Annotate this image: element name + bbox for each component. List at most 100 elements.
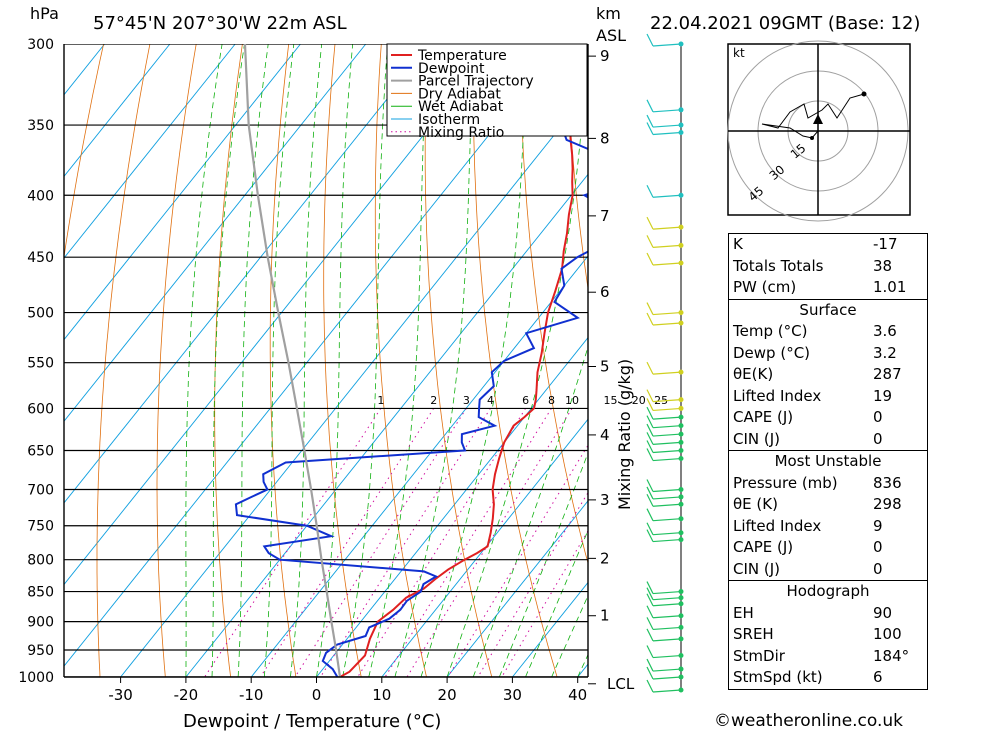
wet-adiabat-line: [498, 452, 588, 677]
isotherm-line: [316, 336, 588, 677]
isotherm-line: [381, 418, 588, 677]
most-unstable-row: CAPE (J) 0: [729, 537, 927, 559]
surface-row-value: 3.6: [873, 322, 897, 340]
most-unstable-row-label: Lifted Index: [733, 516, 822, 535]
most-unstable-row-label: θE (K): [733, 495, 778, 513]
km-tick-label: 5: [600, 357, 610, 375]
most-unstable-section: Most Unstable Pressure (mb) 836 θE (K) 298…: [729, 450, 927, 580]
mixing-ratio-line: [204, 408, 382, 677]
wet-adiabat-line: [525, 529, 588, 677]
wet-adiabat-line: [237, 44, 269, 677]
mixing-ratio-line: [501, 529, 588, 677]
wind-barb-staff: [652, 654, 682, 659]
wind-barb-staff: [652, 457, 682, 462]
wind-barb-staff: [652, 109, 682, 113]
wind-barb-flag: [646, 184, 654, 198]
credit-text: ©weatheronline.co.uk: [714, 711, 904, 731]
most-unstable-row-value: 0: [873, 538, 883, 556]
wet-adiabat-line: [211, 44, 245, 677]
wind-barb-staff: [652, 124, 682, 128]
wind-barb-staff: [652, 398, 682, 403]
wind-barb-staff: [652, 322, 682, 326]
hodograph-unit: kt: [733, 46, 745, 60]
mixing-ratio-label: 3: [463, 394, 470, 407]
hodograph-row-value: 6: [873, 668, 883, 686]
km-tick-label: 8: [600, 129, 610, 147]
wind-barb-flag: [646, 423, 654, 437]
pressure-tick-label: 600: [27, 401, 54, 417]
wind-barb-staff: [652, 416, 682, 420]
surface-row-label: Temp (°C): [733, 322, 808, 340]
km-tick-label: LCL: [607, 675, 635, 693]
hodograph-trace: [761, 93, 865, 139]
hodograph-end-point: [861, 91, 867, 97]
hodograph-row: SREH 100: [729, 624, 927, 646]
wind-barb-staff: [652, 311, 682, 316]
pressure-tick-label: 800: [27, 553, 54, 569]
wind-barb-staff: [652, 538, 682, 543]
wind-barbs: [646, 33, 684, 693]
wind-barb-flag: [646, 679, 654, 693]
wind-barb-flag: [646, 605, 654, 618]
wind-barb-staff: [652, 689, 682, 693]
km-tick-label: 3: [600, 491, 610, 509]
most-unstable-row: Pressure (mb) 836: [729, 473, 927, 495]
pressure-tick-label: 400: [27, 188, 54, 204]
wind-barb-flag: [646, 658, 654, 672]
k-index-value: -17: [873, 235, 898, 253]
wind-barb-staff: [652, 503, 682, 507]
wind-barb-staff: [652, 131, 682, 136]
wind-barb-flag: [646, 252, 654, 266]
hodograph-row-label: StmDir: [733, 646, 785, 665]
isotherm-line: [64, 44, 497, 586]
wind-barb-staff: [652, 597, 682, 601]
most-unstable-row-value: 0: [873, 559, 883, 578]
mixing-ratio-axis-title: Mixing Ratio (g/kg): [615, 359, 634, 510]
totals-totals-row: Totals Totals 38: [729, 256, 927, 278]
wind-barb-flag: [646, 666, 654, 680]
isotherm-line: [120, 92, 588, 677]
mixing-ratio-line: [294, 408, 467, 677]
datetime-title: 22.04.2021 09GMT (Base: 12): [650, 13, 920, 34]
isotherm-line: [64, 44, 367, 422]
pressure-tick-label: 900: [27, 615, 54, 631]
surface-row-label: Dewp (°C): [733, 343, 811, 362]
wet-adiabat-line: [290, 44, 323, 677]
dry-adiabat-line: [269, 44, 297, 677]
wind-barb-staff: [652, 194, 682, 198]
wet-adiabat-line: [263, 44, 295, 677]
most-unstable-row-value: 836: [873, 473, 902, 492]
wind-barb-staff: [652, 43, 682, 47]
wind-barb-flag: [646, 122, 654, 135]
pw-label: PW (cm): [733, 278, 797, 296]
pressure-tick-label: 300: [27, 37, 54, 53]
wind-barb-staff: [652, 676, 682, 680]
x-tick-label: -30: [108, 686, 133, 704]
x-tick-label: 20: [438, 686, 457, 704]
km-tick-label: 1: [600, 607, 610, 625]
hodograph-row-label: EH: [733, 603, 754, 622]
mixing-ratio-label: 10: [565, 394, 579, 407]
pressure-tick-label: 550: [27, 356, 54, 372]
x-tick-label: 40: [568, 686, 587, 704]
wind-barb-staff: [652, 496, 682, 500]
hodograph-section: Hodograph EH 90 SREH 100 StmDir 184° StmSpd…: [729, 580, 927, 689]
wind-barb-staff: [652, 488, 682, 493]
legend-label: Mixing Ratio: [418, 125, 504, 141]
mixing-ratio-label: 2: [430, 394, 437, 407]
isotherm-line: [64, 44, 236, 259]
wind-barb-staff: [652, 262, 682, 266]
pressure-tick-label: 1000: [18, 670, 54, 686]
wet-adiabat-line: [342, 44, 388, 677]
wind-barb-staff: [652, 518, 682, 522]
mixing-ratio-line: [447, 444, 588, 677]
dry-adiabat-line: [937, 44, 1000, 677]
wind-barb-flag: [646, 114, 654, 128]
mixing-ratio-label: 1: [377, 394, 384, 407]
most-unstable-row-value: 298: [873, 495, 902, 513]
surface-row-value: 0: [873, 408, 883, 426]
wind-barb-staff: [652, 668, 682, 672]
